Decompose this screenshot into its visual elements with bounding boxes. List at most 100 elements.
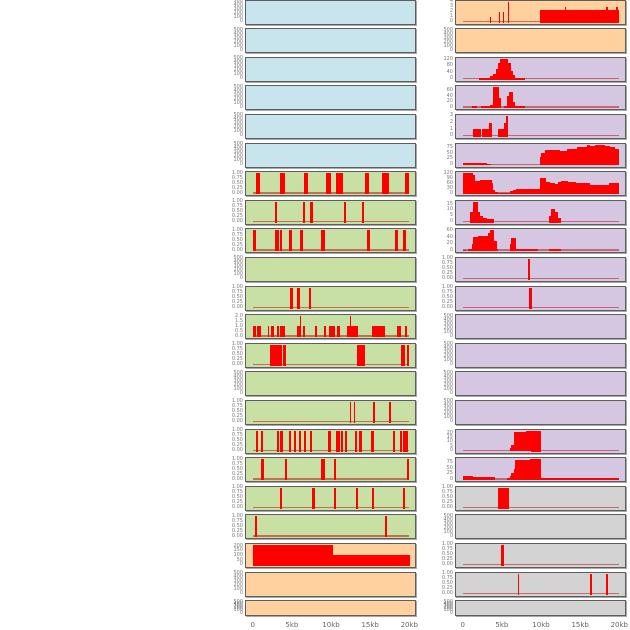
bar-segment: [288, 230, 292, 252]
bar-segment: [303, 430, 306, 452]
zero-baseline: [252, 192, 410, 194]
zero-baseline: [462, 77, 620, 80]
bar-segment: [280, 230, 283, 252]
bar-segment: [298, 430, 302, 452]
y-tick-label: 0.5: [235, 327, 243, 334]
y-tick-label: 0.75: [231, 231, 243, 238]
bar-segment: [345, 430, 348, 452]
y-tick-label: 0.50: [231, 208, 243, 215]
zero-baseline: [252, 420, 410, 423]
bar-segment: [296, 287, 300, 309]
track-panel: [455, 514, 626, 540]
bar-segment: [405, 430, 409, 452]
y-tick-label: 0.50: [231, 408, 243, 415]
bar-segment: [498, 192, 510, 195]
bar-segment: [473, 129, 481, 137]
bar-segment: [526, 248, 537, 252]
y-tick-label: 120: [443, 56, 453, 62]
y-tick-label: 200: [443, 38, 453, 45]
bar-segment: [509, 190, 514, 195]
bar-segment: [561, 180, 568, 195]
bar-segment: [276, 430, 279, 452]
y-tick-label: 0.50: [441, 580, 453, 586]
bar-segment: [498, 129, 504, 137]
bar-segment: [405, 326, 407, 338]
y-tick-label: 15: [446, 433, 453, 440]
track-panel: [455, 399, 626, 425]
bar-segment: [327, 430, 331, 452]
zero-baseline: [252, 478, 410, 480]
y-tick-label: 400: [233, 373, 243, 380]
bar-segment: [495, 69, 498, 80]
y-tick-label: 0: [239, 18, 243, 24]
y-tick-label: 400: [233, 87, 243, 94]
y-tick-label: 0.75: [231, 517, 243, 524]
bar-segment: [489, 76, 494, 80]
y-tick-label: 0: [449, 161, 453, 167]
y-tick-label: 150: [233, 547, 243, 554]
bar-segment: [554, 184, 558, 195]
y-tick-label: 0.0: [235, 332, 243, 339]
bar-segment: [310, 430, 313, 452]
bar-segment: [559, 150, 567, 166]
y-tick-label: 200: [233, 10, 243, 16]
bar-segment: [255, 173, 260, 195]
y-tick-label: 0: [449, 103, 453, 110]
y-tick-label: 500: [233, 83, 243, 90]
track-panel: [245, 28, 416, 54]
bar-segment: [328, 326, 335, 338]
bar-segment: [355, 430, 357, 452]
y-tick-label: 500: [443, 341, 453, 348]
track-panel: [245, 285, 416, 311]
track-panel: [455, 285, 626, 311]
y-tick-label: 300: [443, 520, 453, 527]
y-tick-label: 60: [446, 179, 453, 186]
bar-segment: [557, 218, 562, 223]
track-panel: [455, 428, 626, 454]
y-tick-label: 200: [443, 410, 453, 417]
y-tick-label: 100: [233, 128, 243, 135]
y-tick-label: 1.00: [231, 169, 243, 176]
bar-segment: [511, 445, 514, 452]
bar-segment: [349, 401, 352, 423]
bar-segment: [543, 178, 547, 195]
y-tick-label: 2: [449, 8, 453, 14]
y-tick-label: 200: [233, 582, 243, 588]
y-tick-label: 0.00: [441, 304, 453, 310]
bar-segment: [511, 238, 516, 252]
bar-segment: [526, 431, 531, 452]
y-tick-label: 300: [443, 34, 453, 41]
y-tick-label: 0.75: [441, 289, 453, 295]
y-tick-label: 400: [233, 30, 243, 37]
y-tick-label: 200: [443, 605, 453, 612]
track-panel: [245, 571, 416, 597]
y-tick-label: 1: [449, 13, 453, 19]
y-tick-label: 400: [233, 259, 243, 266]
y-tick-label: 0: [239, 275, 243, 282]
bar-segment: [609, 182, 619, 195]
y-tick-label: 4: [449, 0, 453, 4]
bar-segment: [472, 175, 475, 195]
track-panel: [245, 371, 416, 397]
bar-segment: [548, 248, 558, 252]
y-tick-label: 15: [446, 200, 453, 207]
bar-segment: [488, 232, 490, 252]
bar-segment: [274, 201, 277, 223]
bar-segment: [353, 401, 356, 423]
y-tick-label: 80: [446, 62, 453, 69]
track-panel: [455, 342, 626, 368]
bar-segment: [299, 230, 303, 252]
bar-segment: [370, 430, 375, 452]
bar-segment: [557, 249, 562, 252]
y-tick-label: 100: [233, 586, 243, 592]
y-tick-label: 1: [449, 125, 453, 132]
zero-baseline: [252, 220, 410, 223]
bar-segment: [602, 184, 610, 195]
y-tick-label: 1.00: [231, 341, 243, 348]
bar-segment: [462, 476, 473, 481]
bar-segment: [314, 326, 317, 338]
zero-baseline: [462, 134, 620, 137]
x-tick-label: 20kb: [610, 621, 628, 629]
bar-segment: [381, 173, 389, 195]
y-tick-label: 400: [443, 402, 453, 409]
